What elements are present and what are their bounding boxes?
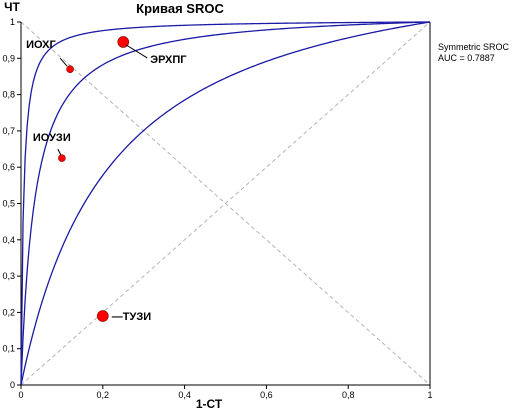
sroc-curve-3	[20, 21, 431, 385]
x-tick-label: 0	[18, 390, 23, 400]
y-tick-label: 0,9	[2, 53, 15, 63]
symmetry-diagonal	[20, 21, 431, 386]
x-tick-label: 1	[427, 390, 432, 400]
y-tick-label: 0,3	[2, 271, 15, 281]
label-leader-line	[125, 44, 148, 59]
chart-title: Кривая SROC	[136, 1, 224, 16]
x-axis-title: 1-СТ	[196, 397, 223, 411]
y-tick-label: 1	[10, 17, 15, 27]
label-leader-line	[59, 57, 68, 67]
x-tick-label: 0,4	[178, 390, 191, 400]
study-label: ИОХГ	[26, 39, 56, 51]
study-label: ЭРХПГ	[150, 54, 187, 66]
sroc-curve-2	[20, 21, 431, 386]
tick-labels: 0 0,2 0,4 0,6 0,8 1 0 0,1 0,2 0,3 0,4 0,5 0,6 0,7 0,8 0…	[2, 17, 432, 400]
study-label: ИОУЗИ	[33, 132, 71, 144]
sroc-curve-1	[20, 21, 431, 386]
stats-method: Symmetric SROC	[438, 42, 510, 52]
grid-lines	[20, 21, 431, 386]
study-point	[97, 310, 109, 322]
y-tick-label: 0,1	[2, 344, 15, 354]
x-tick-label: 0,8	[342, 390, 355, 400]
x-tick-label: 0,2	[97, 390, 110, 400]
y-tick-label: 0,5	[2, 199, 15, 209]
sroc-curves	[20, 21, 431, 386]
y-tick-label: 0,6	[2, 162, 15, 172]
y-tick-label: 0,7	[2, 126, 15, 136]
stats-auc: AUC = 0.7887	[438, 53, 495, 63]
study-point	[58, 154, 66, 162]
study-label: —ТУЗИ	[112, 311, 151, 323]
y-axis-title: ЧТ	[4, 0, 20, 14]
y-tick-label: 0,4	[2, 235, 15, 245]
y-tick-label: 0,8	[2, 90, 15, 100]
y-tick-label: 0	[10, 380, 15, 390]
y-tick-label: 0,2	[2, 307, 15, 317]
label-leader-line	[57, 148, 62, 156]
x-tick-label: 0,6	[260, 390, 273, 400]
study-point	[117, 36, 130, 48]
study-points: ИОХГ ЭРХПГ ИОУЗИ —ТУЗИ	[26, 36, 187, 323]
study-point	[66, 65, 74, 73]
